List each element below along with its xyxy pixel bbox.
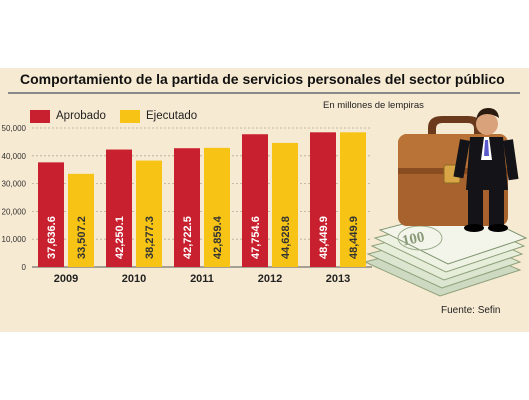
y-tick-label: 10,000 (2, 235, 27, 244)
y-tick-label: 20,000 (2, 207, 27, 216)
data-label-aprobado-2011: 42,722.5 (182, 216, 194, 259)
y-tick-label: 50,000 (2, 124, 27, 133)
chart-subtitle: En millones de lempiras (323, 100, 424, 111)
y-tick-label: 0 (22, 263, 27, 272)
bar-ejecutado-2013 (340, 132, 366, 267)
x-tick-label: 2013 (326, 273, 350, 285)
businessman-icon (453, 108, 519, 232)
data-label-aprobado-2010: 42,250.1 (114, 216, 126, 259)
title-divider (8, 92, 520, 94)
legend-label-aprobado: Aprobado (56, 110, 106, 122)
data-label-ejecutado-2009: 33,507.2 (76, 216, 88, 259)
bar-aprobado-2013 (310, 132, 336, 267)
bar-aprobado-2010 (106, 149, 132, 267)
bar-ejecutado-2012 (272, 142, 298, 267)
bottom-margin (0, 332, 529, 400)
y-tick-label: 40,000 (2, 152, 27, 161)
data-label-ejecutado-2010: 38,277.3 (144, 216, 156, 259)
x-tick-label: 2009 (54, 273, 78, 285)
banknote-numeral: 100 (401, 229, 426, 249)
banknotes-icon: 100 (363, 207, 528, 297)
legend-item-ejecutado: Ejecutado (120, 109, 197, 123)
legend-swatch-ejecutado (120, 109, 140, 123)
bar-ejecutado-2010 (136, 160, 162, 267)
x-tick-label: 2010 (122, 273, 146, 285)
bar-aprobado-2009 (38, 162, 64, 267)
bar-aprobado-2012 (242, 134, 268, 267)
bar-aprobado-2011 (174, 148, 200, 267)
chart-title: Comportamiento de la partida de servicio… (20, 71, 505, 87)
x-tick-label: 2011 (190, 273, 214, 285)
data-label-aprobado-2012: 47,754.6 (250, 216, 262, 259)
bar-ejecutado-2011 (204, 147, 230, 267)
legend-item-aprobado: Aprobado (30, 109, 106, 123)
data-label-aprobado-2009: 37,636.6 (46, 216, 58, 259)
legend-label-ejecutado: Ejecutado (146, 110, 198, 122)
data-label-aprobado-2013: 48,449.9 (318, 216, 330, 259)
top-margin (0, 0, 529, 68)
data-label-ejecutado-2011: 42,859.4 (212, 215, 224, 259)
y-tick-label: 30,000 (2, 180, 27, 189)
x-tick-label: 2012 (258, 273, 282, 285)
data-label-ejecutado-2012: 44,628.8 (280, 216, 292, 259)
data-label-ejecutado-2013: 48,449.9 (348, 216, 360, 259)
legend-swatch-aprobado (30, 109, 50, 123)
source-note: Fuente: Sefin (441, 305, 501, 316)
bar-ejecutado-2009 (68, 173, 94, 267)
